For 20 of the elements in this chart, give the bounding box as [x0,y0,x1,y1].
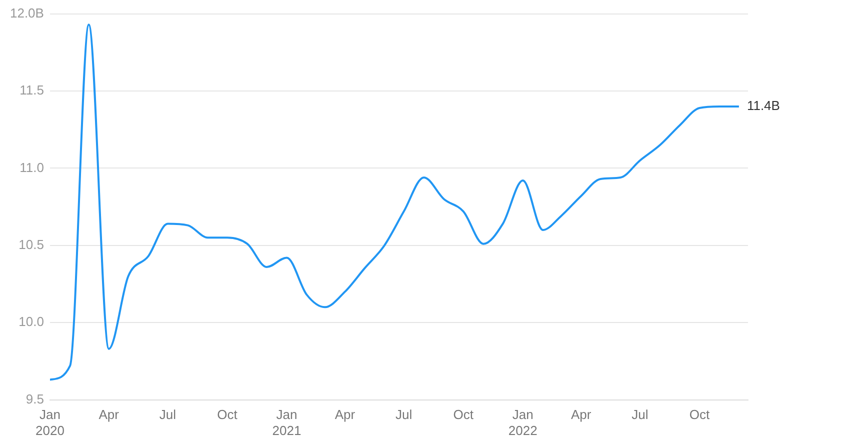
y-tick-label: 10.0 [18,314,44,330]
data-label: 11.4B [746,98,780,114]
x-tick-label: Jan 2022 [508,407,538,438]
x-tick-label: Jul [159,407,176,422]
y-tick-label: 11.5 [20,82,44,98]
y-tick-label: 10.5 [18,236,44,252]
x-tick-label: Oct [453,407,474,422]
x-tick-label: Jan 2020 [36,407,64,438]
y-tick-label: 9.5 [26,391,44,406]
x-tick-label: Oct [689,407,710,422]
x-tick-label: Jan 2021 [272,407,302,438]
x-tick-label: Jul [632,407,648,422]
x-tick-label: Apr [334,407,356,422]
x-tick-label: Apr [98,407,120,422]
x-tick-label: Oct [217,407,238,422]
line-series [50,24,740,381]
x-tick-label: Apr [570,407,592,422]
x-tick-label: Jul [396,407,412,422]
y-tick-label: 12.0B [10,5,44,20]
y-tick-label: 11.0 [20,160,44,175]
